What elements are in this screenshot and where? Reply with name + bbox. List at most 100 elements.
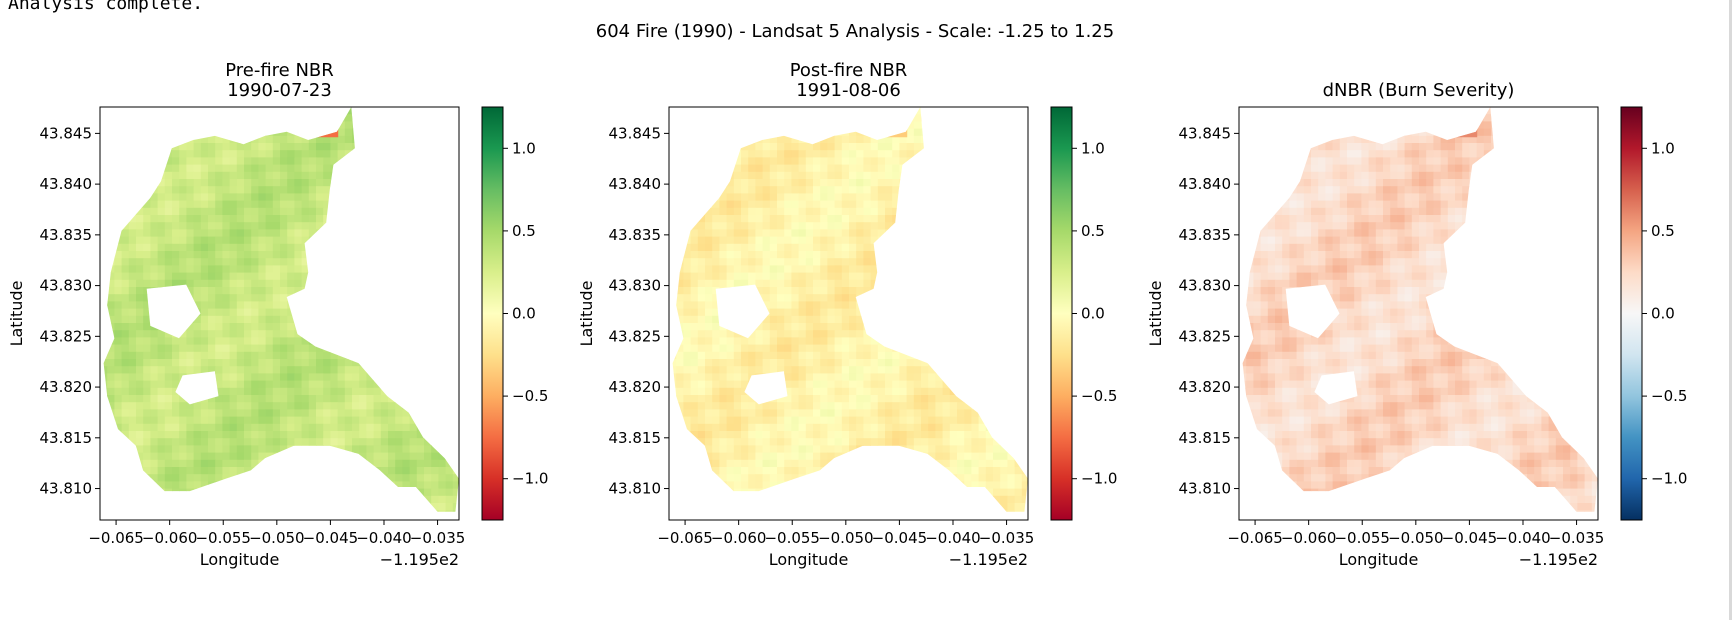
raster-cell <box>863 279 871 288</box>
raster-cell <box>272 416 281 425</box>
raster-cell <box>128 114 137 122</box>
raster-cell <box>985 380 994 389</box>
raster-cell <box>885 186 893 194</box>
raster-cell <box>885 251 893 259</box>
raster-cell <box>827 236 835 245</box>
raster-cell <box>769 236 778 245</box>
raster-cell <box>128 452 137 461</box>
raster-cell <box>265 229 274 237</box>
raster-cell <box>705 215 713 223</box>
raster-cell <box>103 481 108 489</box>
raster-cell <box>107 481 115 489</box>
raster-cell <box>352 179 360 187</box>
raster-cell <box>308 503 317 511</box>
raster-cell <box>128 143 137 151</box>
raster-cell <box>741 265 749 273</box>
raster-cell <box>877 215 886 223</box>
raster-cell <box>438 243 446 252</box>
raster-cell <box>395 200 403 209</box>
raster-cell <box>150 251 158 259</box>
raster-cell <box>402 445 410 453</box>
raster-cell <box>265 164 274 173</box>
raster-cell <box>330 200 338 209</box>
raster-cell <box>193 438 202 446</box>
raster-cell <box>949 186 958 194</box>
raster-cell <box>258 150 266 158</box>
raster-cell <box>200 409 209 417</box>
raster-cell <box>193 409 202 417</box>
raster-cell <box>424 337 432 345</box>
raster-cell <box>964 315 972 324</box>
raster-cell <box>769 294 778 302</box>
raster-cell <box>712 330 720 338</box>
raster-cell <box>222 330 230 338</box>
raster-cell <box>416 387 425 396</box>
scrollbar[interactable] <box>1729 0 1732 620</box>
raster-cell <box>143 121 151 129</box>
raster-cell <box>236 323 245 331</box>
raster-cell <box>308 495 317 504</box>
raster-cell <box>164 229 173 237</box>
raster-cell <box>103 337 108 345</box>
raster-cell <box>179 186 187 194</box>
raster-cell <box>229 380 238 389</box>
raster-cell <box>827 171 835 180</box>
raster-cell <box>316 315 324 324</box>
raster-cell <box>258 416 266 425</box>
raster-cell <box>103 128 108 137</box>
raster-cell <box>352 474 360 482</box>
raster-cell <box>380 265 389 273</box>
raster-cell <box>366 503 374 511</box>
raster-cell <box>820 222 828 230</box>
raster-cell <box>899 135 907 144</box>
raster-cell <box>741 366 749 374</box>
xtick-label: −0.065 <box>88 529 144 547</box>
raster-cell <box>265 135 274 144</box>
raster-cell <box>229 251 238 259</box>
raster-cell <box>870 207 879 216</box>
raster-cell <box>1007 179 1015 187</box>
raster-cell <box>805 186 814 194</box>
raster-cell <box>373 474 382 482</box>
raster-cell <box>323 229 331 237</box>
raster-cell <box>222 229 230 237</box>
raster-cell <box>949 272 958 281</box>
raster-cell <box>676 351 684 360</box>
raster-cell <box>921 323 929 331</box>
raster-cell <box>380 157 389 165</box>
raster-cell <box>330 373 338 381</box>
raster-cell <box>373 143 382 151</box>
raster-cell <box>446 517 454 525</box>
raster-cell <box>164 258 173 266</box>
raster-cell <box>294 294 302 302</box>
raster-cell <box>258 481 266 489</box>
raster-cell <box>993 366 1001 374</box>
raster-cell <box>431 344 439 353</box>
raster-cell <box>813 265 821 273</box>
raster-cell <box>402 236 410 245</box>
raster-cell <box>957 359 965 367</box>
raster-cell <box>308 510 317 512</box>
raster-cell <box>344 143 353 151</box>
raster-cell <box>121 236 130 245</box>
raster-cell <box>971 114 979 122</box>
raster-cell <box>143 503 151 511</box>
raster-cell <box>935 395 943 403</box>
raster-cell <box>416 416 425 425</box>
raster-cell <box>352 308 360 317</box>
raster-cell <box>402 416 410 425</box>
raster-cell <box>445 215 454 223</box>
raster-cell <box>1000 128 1008 137</box>
raster-cell <box>769 150 778 158</box>
raster-cell <box>438 121 446 129</box>
raster-cell <box>733 222 742 230</box>
raster-cell <box>323 258 331 266</box>
raster-cell <box>251 366 259 374</box>
raster-cell <box>236 107 245 115</box>
raster-cell <box>265 107 274 115</box>
raster-cell <box>784 323 792 331</box>
raster-cell <box>229 315 238 324</box>
raster-cell <box>906 395 915 403</box>
raster-cell <box>316 366 324 374</box>
raster-cell <box>762 143 771 151</box>
